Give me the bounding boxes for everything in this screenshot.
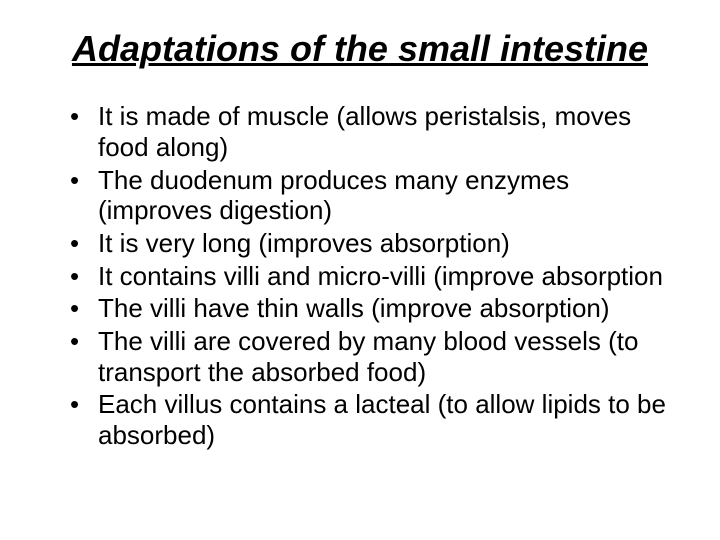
bullet-list: It is made of muscle (allows peristalsis…: [40, 101, 680, 450]
list-item: The duodenum produces many enzymes (impr…: [70, 165, 680, 226]
list-item: It contains villi and micro-villi (impro…: [70, 261, 680, 292]
list-item: The villi have thin walls (improve absor…: [70, 293, 680, 324]
list-item: The villi are covered by many blood vess…: [70, 326, 680, 387]
list-item: It is made of muscle (allows peristalsis…: [70, 101, 680, 162]
list-item: Each villus contains a lacteal (to allow…: [70, 389, 680, 450]
slide-title: Adaptations of the small intestine: [40, 28, 680, 69]
list-item: It is very long (improves absorption): [70, 228, 680, 259]
